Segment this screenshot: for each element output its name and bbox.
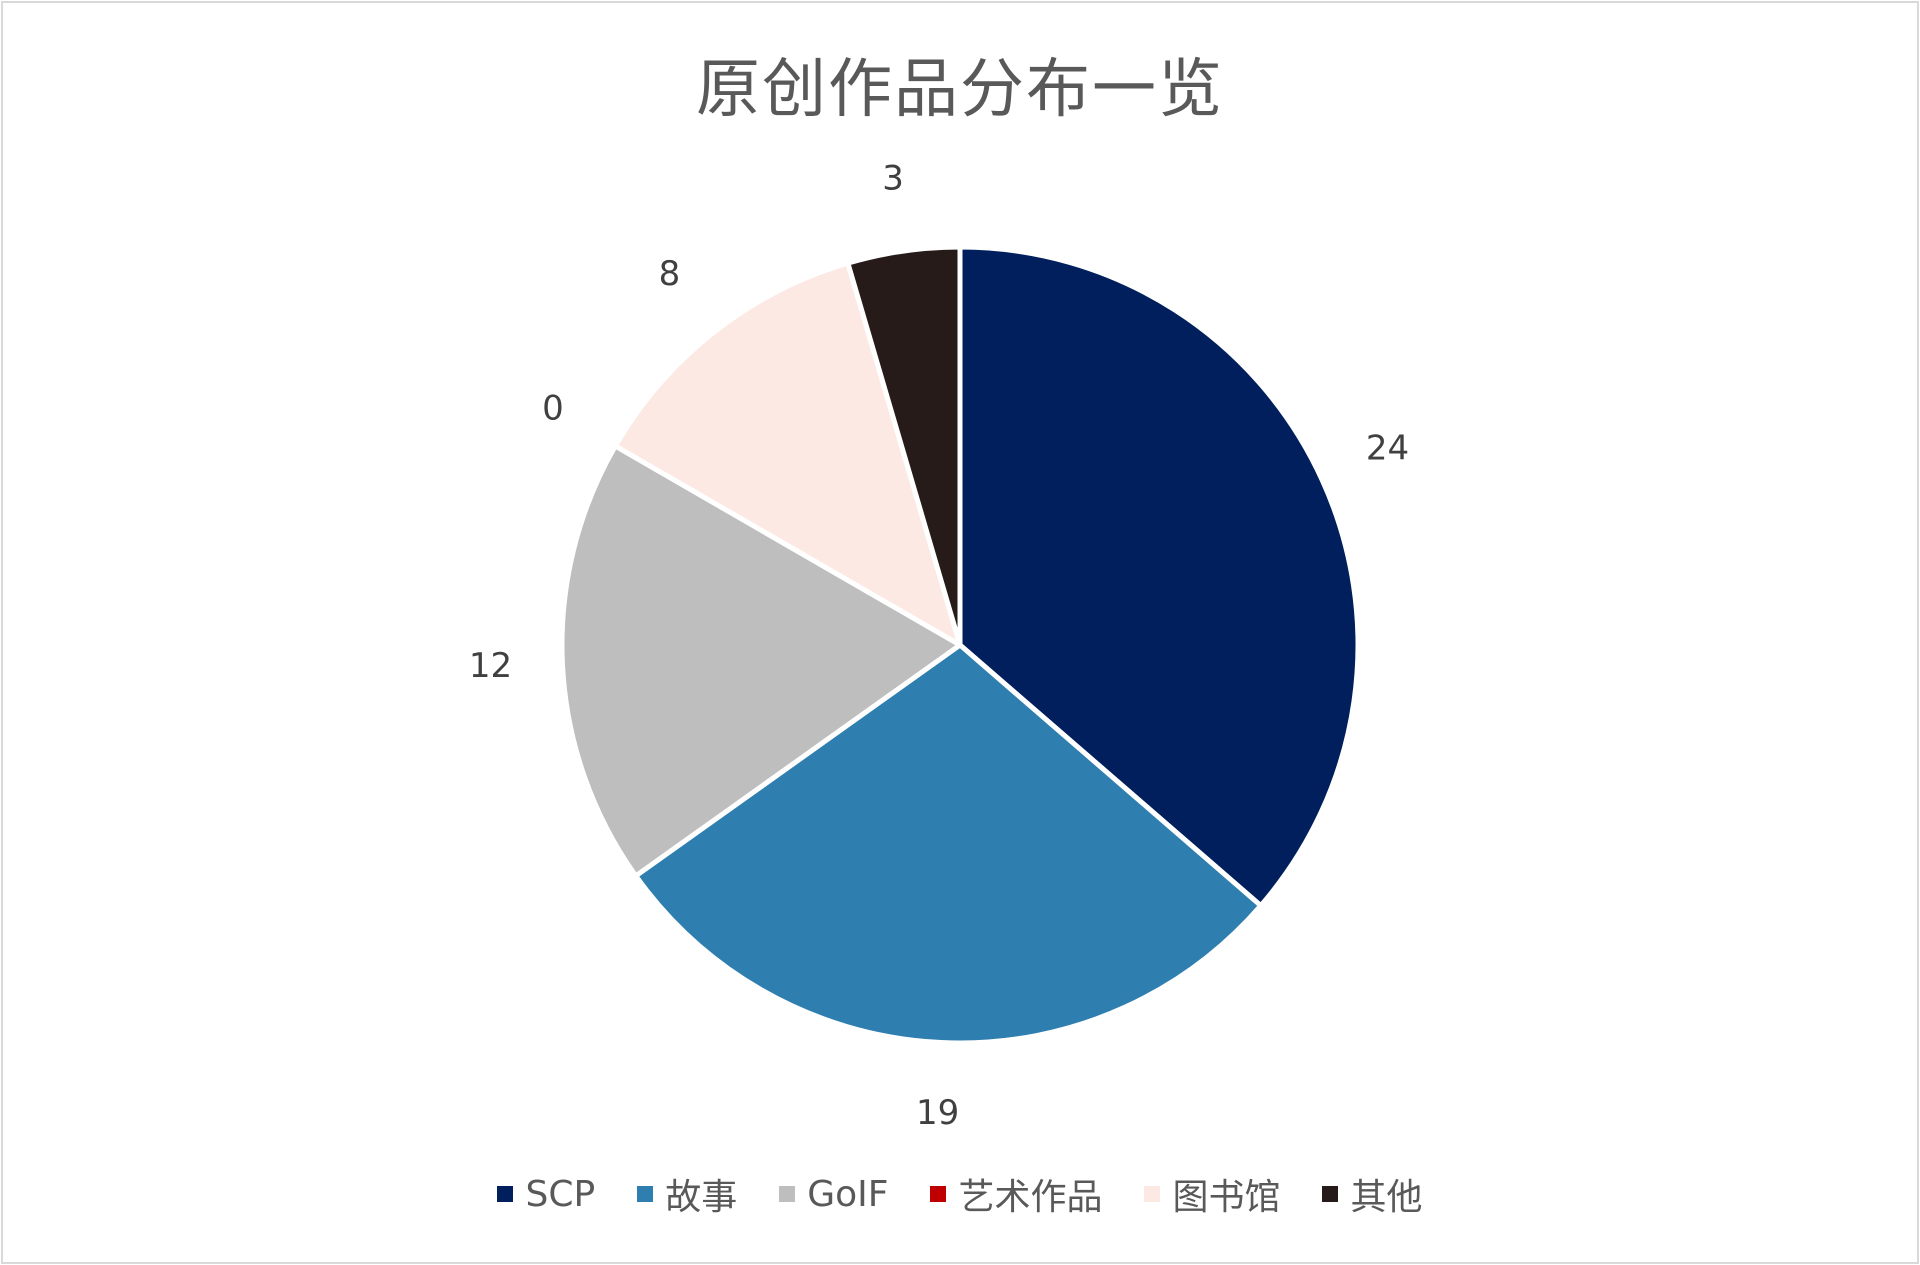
legend-item-3[interactable]: 艺术作品: [930, 1168, 1102, 1220]
data-label-2: 12: [469, 646, 512, 686]
chart-title: 原创作品分布一览: [696, 53, 1224, 127]
pie-slice-0[interactable]: [957, 244, 1361, 909]
legend-item-1[interactable]: 故事: [637, 1168, 737, 1220]
legend-label-2: GoIF: [807, 1173, 889, 1215]
legend-swatch-2: [779, 1186, 796, 1202]
legend-swatch-4: [1144, 1186, 1161, 1202]
data-label-4: 8: [659, 254, 681, 294]
legend-label-3: 艺术作品: [958, 1177, 1103, 1218]
legend-label-4: 图书馆: [1172, 1177, 1281, 1218]
chart-legend: SCP 故事 GoIF 艺术作品 图书馆 其他: [0, 1168, 1920, 1220]
pie-slice-5[interactable]: [845, 244, 963, 648]
legend-item-0[interactable]: SCP: [497, 1174, 595, 1215]
legend-item-5[interactable]: 其他: [1322, 1168, 1423, 1220]
data-label-5: 3: [882, 158, 904, 198]
data-label-3: 0: [542, 389, 564, 429]
legend-label-1: 故事: [665, 1177, 738, 1218]
legend-label-0: SCP: [525, 1173, 596, 1215]
legend-item-2[interactable]: GoIF: [779, 1174, 888, 1215]
data-label-1: 19: [916, 1093, 959, 1133]
legend-swatch-0: [497, 1186, 514, 1202]
legend-item-4[interactable]: 图书馆: [1144, 1168, 1280, 1220]
pie-slice-1[interactable]: [633, 642, 1264, 1046]
legend-swatch-1: [637, 1186, 654, 1202]
legend-label-5: 其他: [1350, 1177, 1423, 1218]
data-label-0: 24: [1366, 428, 1409, 468]
legend-swatch-5: [1322, 1186, 1339, 1202]
pie-slice-2[interactable]: [559, 443, 963, 879]
legend-swatch-3: [930, 1186, 947, 1202]
